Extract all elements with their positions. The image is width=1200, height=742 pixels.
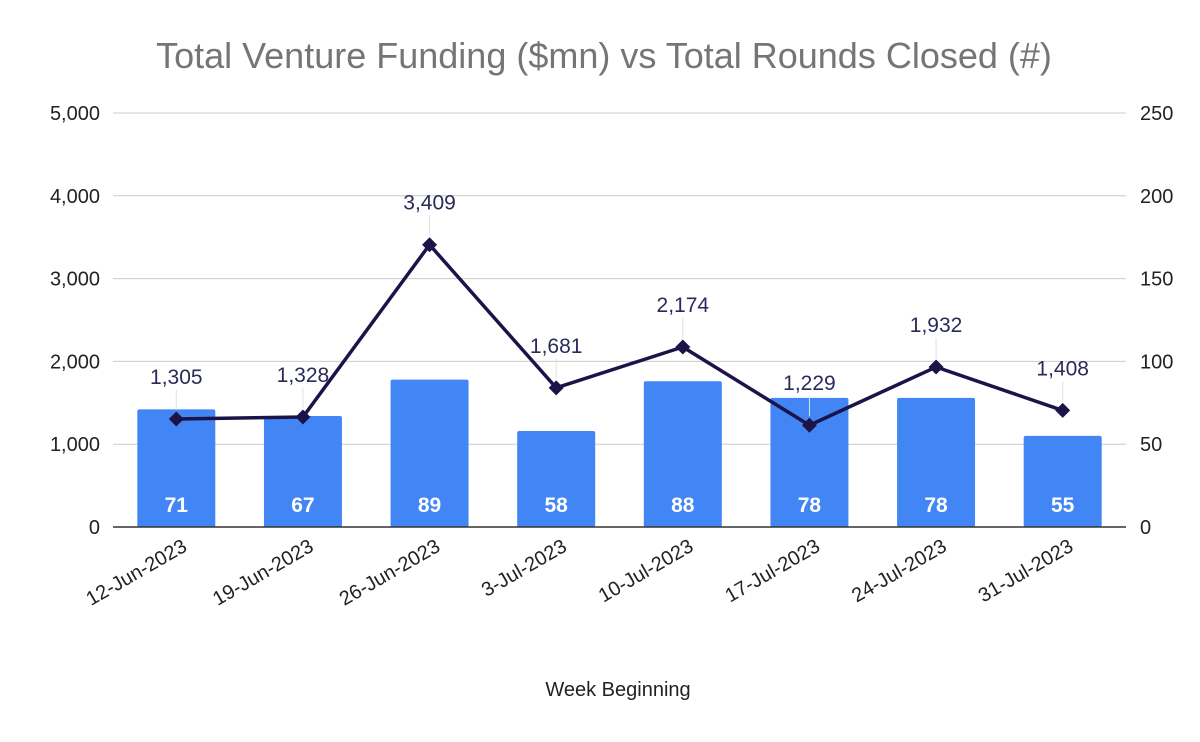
rounds-bar-label: 67 — [291, 494, 314, 517]
x-axis-ticks: 12-Jun-2023 19-Jun-2023 26-Jun-2023 3-Jul-2… — [83, 535, 1078, 610]
left-axis-tick-label: 0 — [89, 517, 100, 539]
rounds-bar-label: 78 — [924, 494, 948, 517]
x-axis-tick-label: 12-Jun-2023 — [83, 535, 191, 610]
funding-point-label: 1,681 — [530, 335, 583, 358]
funding-point-marker — [675, 339, 691, 355]
left-axis-tick-label: 1,000 — [50, 434, 100, 456]
rounds-bar — [390, 379, 469, 527]
funding-point-marker — [168, 411, 184, 427]
right-axis-ticks: 0 50 100 150 200 250 — [1140, 103, 1173, 539]
rounds-bar-label: 58 — [545, 494, 569, 517]
chart-title: Total Venture Funding ($mn) vs Total Rou… — [156, 35, 1052, 76]
right-axis-tick-label: 50 — [1140, 434, 1162, 456]
rounds-bar — [770, 397, 849, 527]
x-axis-title: Week Beginning — [545, 679, 690, 701]
funding-point-marker — [422, 237, 438, 253]
rounds-bar — [1023, 435, 1102, 527]
funding-line-series: 1,305 1,328 3,409 1,681 2,174 1,229 1,932 1,408 — [150, 192, 1089, 433]
funding-point-label: 3,409 — [403, 192, 456, 215]
x-axis-tick-label: 3-Jul-2023 — [478, 535, 571, 601]
rounds-bar — [643, 381, 722, 527]
funding-point-label: 2,174 — [657, 294, 710, 317]
rounds-bar — [517, 430, 596, 527]
rounds-bar-label: 78 — [798, 494, 822, 517]
rounds-bar-label: 71 — [165, 494, 189, 517]
gridlines — [113, 112, 1126, 445]
rounds-bar — [263, 416, 342, 527]
left-axis-tick-label: 2,000 — [50, 351, 100, 373]
rounds-bar-label: 55 — [1051, 494, 1075, 517]
x-axis-tick-label: 10-Jul-2023 — [595, 535, 697, 607]
right-axis-tick-label: 200 — [1140, 186, 1173, 208]
funding-point-marker — [1055, 402, 1071, 418]
right-axis-tick-label: 0 — [1140, 517, 1151, 539]
funding-point-label: 1,408 — [1036, 357, 1089, 380]
right-axis-tick-label: 250 — [1140, 103, 1173, 125]
left-axis-tick-label: 5,000 — [50, 103, 100, 125]
x-axis-tick-label: 17-Jul-2023 — [721, 535, 823, 607]
funding-point-marker — [928, 359, 944, 375]
rounds-bar-label: 88 — [671, 494, 695, 517]
x-axis-tick-label: 31-Jul-2023 — [975, 535, 1077, 607]
right-axis-tick-label: 150 — [1140, 269, 1173, 291]
funding-point-marker — [295, 409, 311, 425]
rounds-bar-label: 89 — [418, 494, 441, 517]
rounds-bar — [137, 409, 216, 527]
left-axis-tick-label: 3,000 — [50, 269, 100, 291]
funding-point-label: 1,229 — [783, 372, 836, 395]
funding-point-label: 1,305 — [150, 366, 203, 389]
funding-point-label: 1,328 — [277, 364, 330, 387]
left-axis-tick-label: 4,000 — [50, 186, 100, 208]
funding-point-label: 1,932 — [910, 314, 963, 337]
right-axis-tick-label: 100 — [1140, 351, 1173, 373]
funding-point-marker — [801, 417, 817, 433]
rounds-bar — [897, 397, 976, 527]
funding-line — [176, 242, 1064, 427]
x-axis-tick-label: 19-Jun-2023 — [209, 535, 317, 610]
x-axis-tick-label: 26-Jun-2023 — [336, 535, 444, 610]
x-axis-tick-label: 24-Jul-2023 — [848, 535, 950, 607]
rounds-bars: 71 67 89 58 88 78 78 55 — [137, 379, 1102, 527]
funding-point-marker — [548, 380, 564, 396]
left-axis-ticks: 0 1,000 2,000 3,000 4,000 5,000 — [50, 103, 100, 539]
